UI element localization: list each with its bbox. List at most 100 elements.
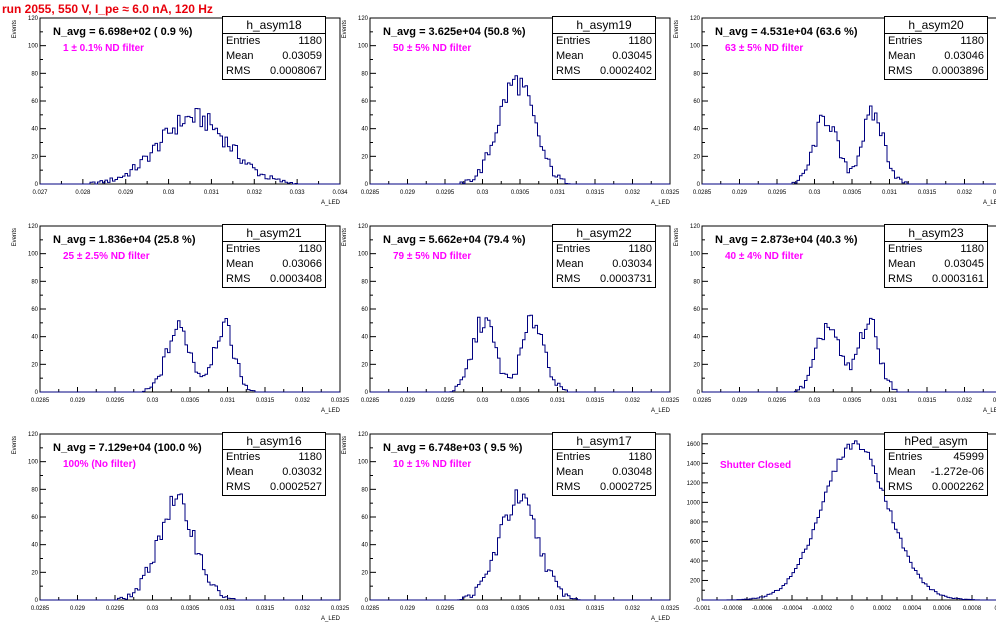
stats-row: Entries 45999	[885, 450, 987, 465]
histogram-name: h_asym23	[885, 225, 987, 242]
x-tick-label: 0.034	[332, 190, 348, 196]
stats-label: Entries	[556, 451, 591, 463]
stats-label: Mean	[556, 466, 584, 478]
y-tick-label: 0	[365, 182, 369, 188]
stats-value: 0.0008067	[270, 65, 322, 77]
y-tick-label: 0	[35, 598, 39, 604]
x-tick-label: 0.029	[400, 398, 416, 404]
x-tick-label: -0.0006	[752, 606, 773, 612]
filter-label: 79 ± 5% ND filter	[393, 251, 472, 262]
stats-label: Mean	[556, 50, 584, 62]
histogram-series	[702, 317, 996, 393]
filter-label: 63 ± 5% ND filter	[725, 43, 804, 54]
histogram-panel-h_asym21: 0.0285 0.029 0.0295 0.03 0.0305 0.031 0.0315 0.…	[0, 222, 350, 427]
y-axis-title: Events	[342, 436, 348, 454]
stats-label: Entries	[888, 35, 923, 47]
x-tick-label: 0.03	[809, 190, 821, 196]
x-tick-label: 0.0295	[106, 606, 125, 612]
x-tick-label: 0.0325	[661, 606, 680, 612]
y-tick-label: 20	[31, 570, 38, 576]
y-tick-label: 0	[365, 390, 369, 396]
x-tick-label: 0.03	[163, 190, 175, 196]
x-tick-label: 0.032	[957, 398, 973, 404]
y-tick-label: 40	[693, 127, 700, 133]
stats-row: RMS 0.0002527	[223, 480, 325, 495]
x-axis-title: A_LED	[651, 200, 671, 206]
stats-row: Entries 1180	[223, 34, 325, 49]
x-axis-title: A_LED	[651, 408, 671, 414]
stats-box: h_asym23 Entries 1180 Mean 0.03045 RMS 0.00031…	[884, 224, 988, 288]
y-tick-label: 100	[358, 252, 369, 258]
stats-label: Mean	[226, 50, 254, 62]
stats-row: Mean 0.03059	[223, 49, 325, 64]
stats-label: RMS	[556, 65, 581, 77]
y-tick-label: 1600	[687, 442, 701, 448]
stats-value: 0.0002527	[270, 481, 322, 493]
stats-row: RMS 0.0003896	[885, 64, 987, 79]
histogram-series	[370, 314, 670, 393]
stats-label: RMS	[226, 65, 251, 77]
stats-box: h_asym19 Entries 1180 Mean 0.03045 RMS 0.00024…	[552, 16, 656, 80]
y-tick-label: 80	[361, 279, 368, 285]
stats-label: Mean	[226, 466, 254, 478]
x-tick-label: 0.032	[625, 398, 641, 404]
x-tick-label: 0.0285	[31, 606, 50, 612]
histogram-panel-hPed_asym: -0.001 -0.0008 -0.0006 -0.0004 -0.0002 0 0.000…	[662, 430, 996, 635]
stats-value: 0.0003161	[932, 273, 984, 285]
x-tick-label: 0	[850, 606, 854, 612]
x-tick-label: 0.032	[625, 606, 641, 612]
x-tick-label: 0.0325	[993, 190, 996, 196]
filter-label: 25 ± 2.5% ND filter	[63, 251, 150, 262]
histogram-svg: 0.027 0.028 0.029 0.03 0.031 0.032 0.033 0.034 0…	[12, 16, 348, 206]
n-avg-label: N_avg = 1.836e+04 (25.8 %)	[53, 234, 196, 246]
x-axis-title: A_LED	[321, 616, 341, 622]
x-tick-label: 0.0315	[918, 190, 937, 196]
y-tick-label: 40	[361, 127, 368, 133]
y-tick-label: 80	[31, 279, 38, 285]
x-tick-label: 0.029	[70, 398, 86, 404]
x-tick-label: 0.033	[290, 190, 306, 196]
stats-box: h_asym16 Entries 1180 Mean 0.03032 RMS 0.00025…	[222, 432, 326, 496]
x-tick-label: 0.03	[477, 398, 489, 404]
y-tick-label: 60	[361, 99, 368, 105]
stats-label: Entries	[888, 243, 923, 255]
x-tick-label: 0.031	[220, 606, 236, 612]
x-tick-label: -0.0008	[722, 606, 743, 612]
stats-row: Mean 0.03032	[223, 465, 325, 480]
stats-value: 0.03045	[612, 50, 652, 62]
y-tick-label: 40	[361, 543, 368, 549]
y-tick-label: 20	[361, 154, 368, 160]
histogram-name: h_asym21	[223, 225, 325, 242]
y-tick-label: 120	[358, 432, 369, 438]
filter-label: 100% (No filter)	[63, 459, 136, 470]
x-tick-label: -0.0004	[782, 606, 803, 612]
histogram-svg: 0.0285 0.029 0.0295 0.03 0.0305 0.031 0.0315 0.…	[12, 432, 350, 622]
stats-value: 0.03066	[282, 258, 322, 270]
x-tick-label: 0.03	[147, 398, 159, 404]
stats-value: 45999	[953, 451, 984, 463]
stats-value: 0.0003408	[270, 273, 322, 285]
y-axis-title: Events	[674, 228, 680, 246]
y-tick-label: 800	[690, 520, 701, 526]
x-tick-label: 0.031	[550, 606, 566, 612]
y-tick-label: 60	[31, 515, 38, 521]
stats-label: Entries	[888, 451, 923, 463]
stats-label: RMS	[226, 481, 251, 493]
x-tick-label: 0.0285	[361, 606, 380, 612]
x-tick-label: 0.031	[220, 398, 236, 404]
x-tick-label: 0.0315	[918, 398, 937, 404]
y-tick-label: 40	[31, 335, 38, 341]
stats-value: 1180	[960, 243, 984, 255]
stats-label: Entries	[226, 35, 261, 47]
histogram-svg: 0.0285 0.029 0.0295 0.03 0.0305 0.031 0.0315 0.…	[342, 432, 680, 622]
x-axis-title: A_LED	[321, 408, 341, 414]
histogram-svg: 0.0285 0.029 0.0295 0.03 0.0305 0.031 0.0315 0.…	[342, 16, 680, 206]
stats-value: 1180	[298, 451, 322, 463]
y-tick-label: 100	[690, 44, 701, 50]
x-tick-label: -0.001	[693, 606, 711, 612]
x-tick-label: 0.0295	[436, 398, 455, 404]
stats-value: 0.03045	[944, 258, 984, 270]
y-tick-label: 60	[693, 307, 700, 313]
y-tick-label: 40	[31, 127, 38, 133]
y-tick-label: 400	[690, 559, 701, 565]
